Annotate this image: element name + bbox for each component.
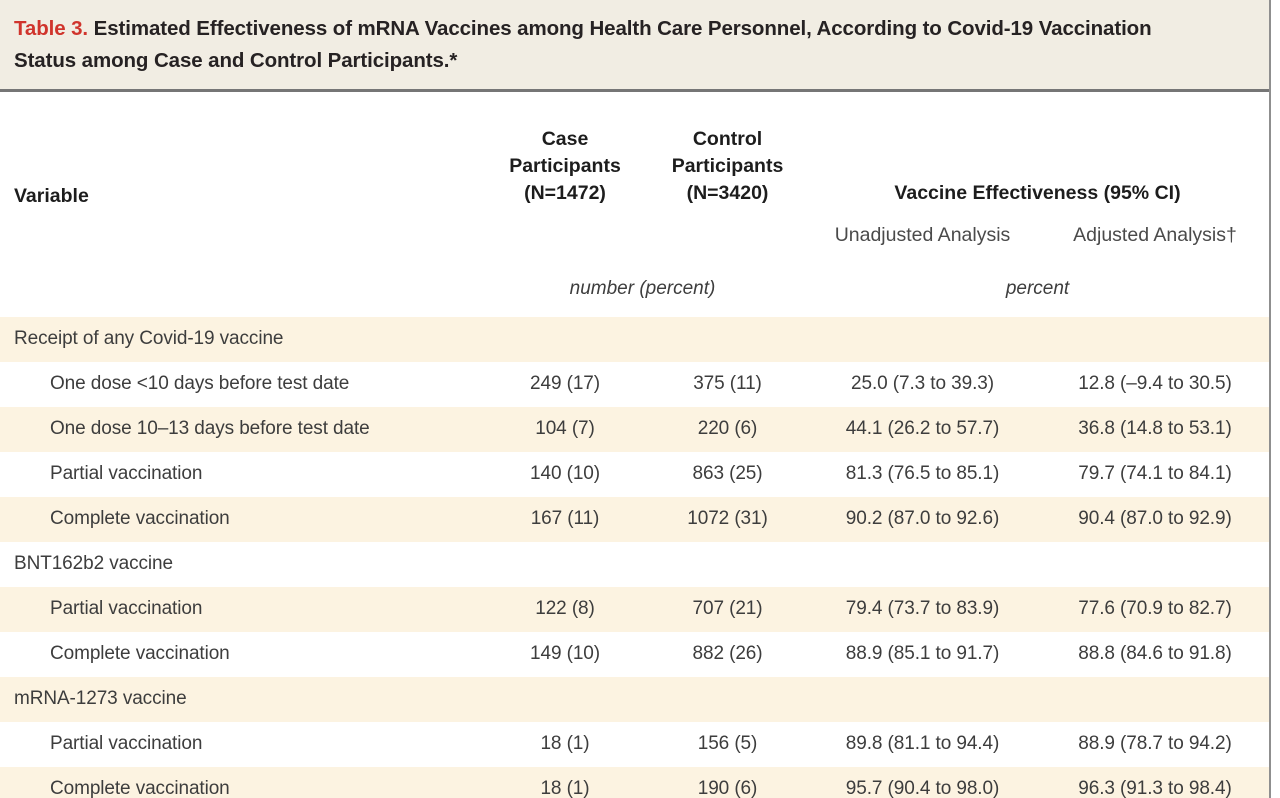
cell-adjusted: 88.9 (78.7 to 94.2) (1078, 733, 1232, 755)
cell-adjusted: 90.4 (87.0 to 92.9) (1078, 508, 1232, 530)
table-row: Partial vaccination 140 (10) 863 (25) 81… (0, 452, 1270, 497)
cell-case: 104 (7) (535, 418, 595, 440)
table-row: Complete vaccination 149 (10) 882 (26) 8… (0, 632, 1270, 677)
table-row: Complete vaccination 167 (11) 1072 (31) … (0, 496, 1270, 542)
row-label: Complete vaccination (50, 643, 230, 665)
cell-unadjusted: 95.7 (90.4 to 98.0) (845, 778, 1000, 798)
cell-control: 1072 (31) (687, 508, 768, 530)
cell-adjusted: 79.7 (74.1 to 84.1) (1078, 463, 1232, 485)
cell-unadjusted: 89.8 (81.1 to 94.4) (845, 733, 1000, 755)
cell-case: 122 (8) (535, 598, 595, 620)
cell-unadjusted: 88.9 (85.1 to 91.7) (845, 643, 1000, 665)
cell-case: 18 (1) (540, 778, 590, 798)
cell-case: 249 (17) (530, 373, 600, 395)
units-percent: percent (1005, 278, 1070, 300)
table-body: Receipt of any Covid-19 vaccine One dose… (0, 316, 1270, 798)
cell-case: 149 (10) (530, 643, 600, 665)
subheader-unadjusted: Unadjusted Analysis (834, 224, 1011, 247)
cell-adjusted: 88.8 (84.6 to 91.8) (1078, 643, 1232, 665)
table-number-label: Table 3. (14, 17, 89, 40)
cell-unadjusted: 44.1 (26.2 to 57.7) (845, 418, 1000, 440)
row-label: Partial vaccination (50, 598, 203, 620)
cell-unadjusted: 25.0 (7.3 to 39.3) (851, 373, 994, 395)
table-header: Variable Case Participants (N=1472) Cont… (0, 92, 1270, 317)
cell-control: 156 (5) (697, 733, 758, 755)
subheader-adjusted: Adjusted Analysis† (1073, 224, 1237, 247)
table-row: BNT162b2 vaccine (0, 542, 1270, 587)
table-row: Receipt of any Covid-19 vaccine (0, 316, 1270, 362)
column-header-control: Control Participants (N=3420) (671, 127, 784, 205)
cell-case: 167 (11) (530, 508, 600, 530)
row-label: One dose <10 days before test date (50, 373, 350, 395)
table-row: One dose <10 days before test date 249 (… (0, 362, 1270, 407)
row-label: One dose 10–13 days before test date (50, 418, 370, 440)
cell-adjusted: 12.8 (–9.4 to 30.5) (1078, 373, 1232, 395)
table-row: Partial vaccination 122 (8) 707 (21) 79.… (0, 586, 1270, 632)
row-label: Partial vaccination (50, 463, 203, 485)
cell-adjusted: 96.3 (91.3 to 98.4) (1078, 778, 1232, 798)
table-right-border (1269, 0, 1271, 798)
row-label: Receipt of any Covid-19 vaccine (14, 328, 284, 350)
cell-adjusted: 77.6 (70.9 to 82.7) (1078, 598, 1232, 620)
cell-adjusted: 36.8 (14.8 to 53.1) (1078, 418, 1232, 440)
table-row: Partial vaccination 18 (1) 156 (5) 89.8 … (0, 722, 1270, 767)
table-title: Table 3. Estimated Effectiveness of mRNA… (0, 0, 1270, 92)
cell-case: 18 (1) (540, 733, 590, 755)
row-label: Complete vaccination (50, 778, 230, 798)
cell-control: 882 (26) (692, 643, 763, 665)
table-title-text: Estimated Effectiveness of mRNA Vaccines… (14, 17, 1152, 72)
cell-control: 863 (25) (692, 463, 763, 485)
table-row: One dose 10–13 days before test date 104… (0, 406, 1270, 452)
cell-unadjusted: 81.3 (76.5 to 85.1) (845, 463, 1000, 485)
cell-control: 707 (21) (692, 598, 763, 620)
cell-unadjusted: 90.2 (87.0 to 92.6) (845, 508, 1000, 530)
column-header-effectiveness: Vaccine Effectiveness (95% CI) (894, 182, 1181, 205)
column-header-variable: Variable (14, 184, 89, 207)
column-header-case: Case Participants (N=1472) (509, 127, 621, 205)
row-label: BNT162b2 vaccine (14, 553, 173, 575)
row-label: Partial vaccination (50, 733, 203, 755)
units-number-percent: number (percent) (569, 278, 716, 300)
table-row: mRNA-1273 vaccine (0, 676, 1270, 722)
table-row: Complete vaccination 18 (1) 190 (6) 95.7… (0, 766, 1270, 798)
cell-control: 190 (6) (697, 778, 758, 798)
cell-case: 140 (10) (530, 463, 600, 485)
row-label: mRNA-1273 vaccine (14, 688, 187, 710)
row-label: Complete vaccination (50, 508, 230, 530)
cell-control: 375 (11) (693, 373, 762, 395)
cell-control: 220 (6) (697, 418, 758, 440)
cell-unadjusted: 79.4 (73.7 to 83.9) (845, 598, 1000, 620)
